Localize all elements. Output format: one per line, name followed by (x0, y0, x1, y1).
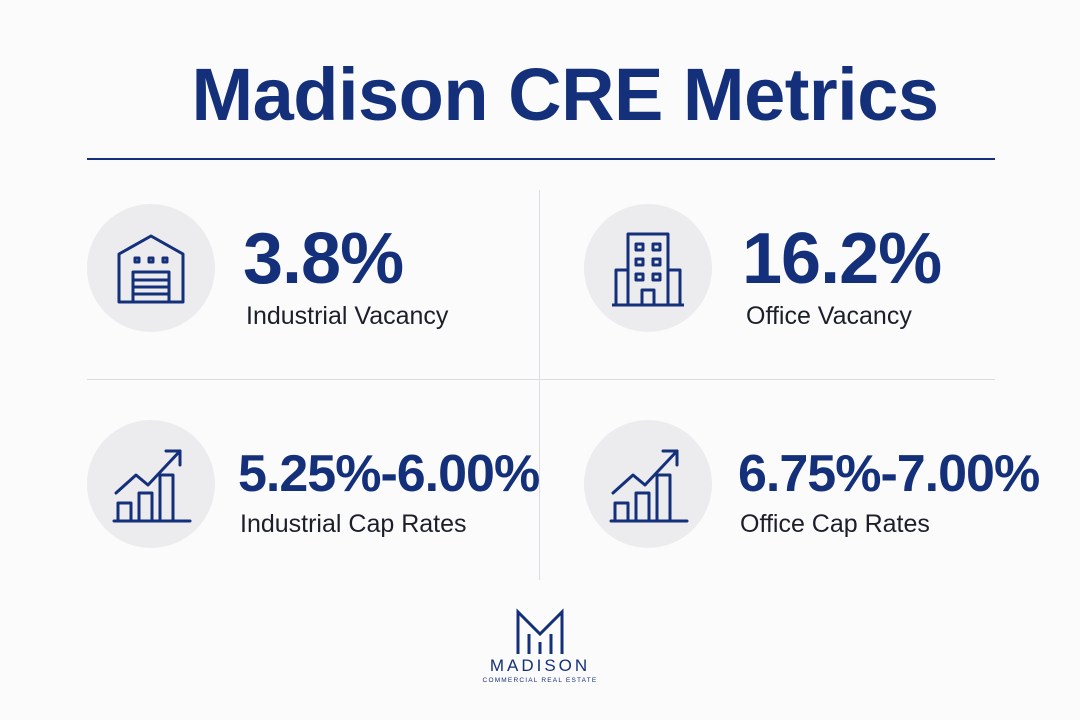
icon-circle (584, 420, 712, 548)
icon-circle (584, 204, 712, 332)
title-divider (87, 158, 995, 160)
horizontal-divider (87, 379, 995, 380)
growth-chart-icon (609, 449, 689, 523)
vertical-divider (539, 190, 540, 580)
page-title: Madison CRE Metrics (191, 53, 939, 136)
metric-label: Office Cap Rates (740, 510, 930, 538)
warehouse-icon (117, 234, 185, 304)
growth-chart-icon (112, 449, 192, 523)
madison-logo: MADISON COMMERCIAL REAL ESTATE (440, 608, 640, 684)
metric-value: 16.2% (742, 219, 942, 299)
metric-value: 5.25%-6.00% (238, 445, 540, 503)
icon-circle (87, 204, 215, 332)
logo-subtitle: COMMERCIAL REAL ESTATE (482, 677, 598, 684)
metric-label: Industrial Vacancy (246, 302, 449, 330)
icon-circle (87, 420, 215, 548)
logo-name: MADISON (489, 656, 591, 675)
madison-m-logo-icon (516, 608, 564, 654)
metric-value: 3.8% (243, 219, 404, 299)
office-building-icon (612, 232, 684, 307)
metric-value: 6.75%-7.00% (738, 445, 1040, 503)
metric-label: Office Vacancy (746, 302, 912, 330)
metric-label: Industrial Cap Rates (240, 510, 467, 538)
